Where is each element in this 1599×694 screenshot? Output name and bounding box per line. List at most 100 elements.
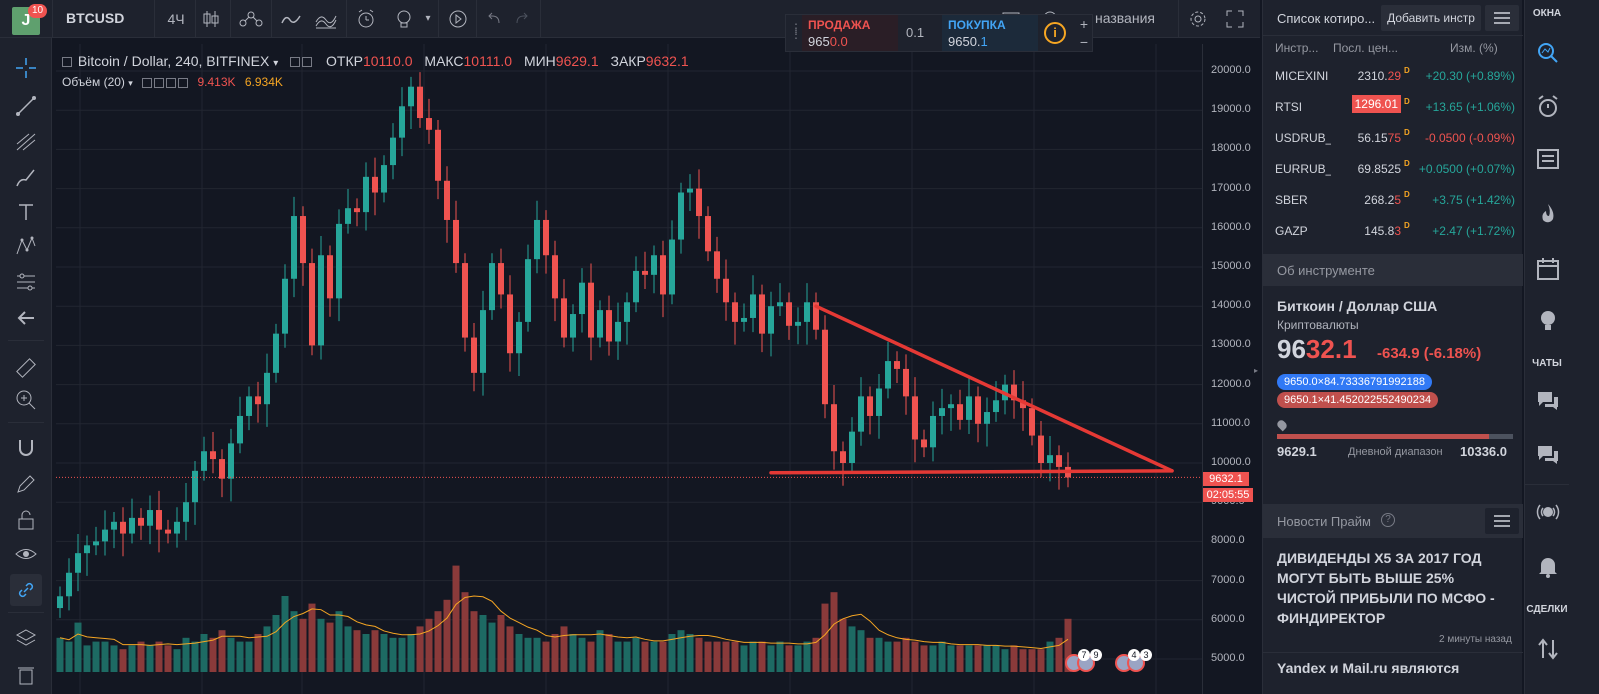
open-label: ОТКР bbox=[326, 53, 363, 69]
alert-icon[interactable] bbox=[354, 8, 378, 30]
layers-icon[interactable] bbox=[10, 622, 42, 654]
watchlist-symbol: GAZP bbox=[1275, 224, 1308, 238]
eye-icon[interactable] bbox=[142, 77, 153, 88]
private-chat-icon[interactable] bbox=[1533, 440, 1563, 470]
ideas-lightbulb-icon[interactable] bbox=[1533, 306, 1563, 336]
volume-bar bbox=[695, 637, 703, 672]
trendline-upper[interactable] bbox=[814, 304, 1174, 473]
eye-icon[interactable] bbox=[10, 538, 42, 570]
collapse-icon[interactable] bbox=[62, 57, 72, 68]
last-price-badge: 9632.1 bbox=[1203, 472, 1249, 486]
gear-icon[interactable] bbox=[1186, 8, 1210, 30]
column-last[interactable]: Посл. цен... bbox=[1333, 41, 1399, 55]
about-header[interactable]: Об инструменте bbox=[1263, 254, 1523, 286]
settings-icon[interactable] bbox=[302, 57, 313, 68]
candles-icon[interactable] bbox=[200, 8, 222, 30]
link-icon[interactable] bbox=[10, 574, 42, 606]
watchlist-icon[interactable] bbox=[1533, 38, 1563, 68]
prediction-icon[interactable] bbox=[10, 266, 42, 298]
watchlist-row[interactable]: GAZP 145.83 D +2.47 (+1.72%) bbox=[1263, 215, 1523, 246]
add-symbol-button[interactable]: Добавить инстр bbox=[1381, 5, 1481, 31]
watchlist-row[interactable]: USDRUB_ 56.1575 D -0.0500 (-0.09%) bbox=[1263, 122, 1523, 153]
fullscreen-icon[interactable] bbox=[1224, 8, 1246, 30]
interval-button[interactable]: 4Ч bbox=[167, 11, 185, 27]
trend-line-icon[interactable] bbox=[10, 90, 42, 122]
help-icon[interactable]: ? bbox=[1381, 513, 1395, 527]
drag-handle-icon[interactable]: ⋮ ⋮ bbox=[790, 21, 802, 41]
chats-label[interactable]: ЧАТЫ bbox=[1532, 358, 1562, 369]
minus-button[interactable]: − bbox=[1079, 34, 1089, 50]
column-change[interactable]: Изм. (%) bbox=[1450, 41, 1498, 55]
watchlist-title[interactable]: Список котиро... bbox=[1277, 11, 1376, 26]
templates-icon[interactable] bbox=[314, 8, 338, 30]
brush-icon[interactable] bbox=[10, 162, 42, 194]
series-title[interactable]: Bitcoin / Dollar, 240, BITFINEX bbox=[77, 53, 270, 69]
eye-icon[interactable] bbox=[290, 57, 301, 68]
indicators-icon[interactable] bbox=[280, 8, 302, 30]
candle-body bbox=[516, 321, 522, 354]
info-icon[interactable]: i bbox=[1044, 22, 1066, 44]
trash-icon[interactable] bbox=[10, 658, 42, 690]
alarm-clock-icon[interactable] bbox=[1533, 92, 1563, 122]
news-icon[interactable] bbox=[1533, 144, 1563, 174]
candle-body bbox=[993, 400, 999, 413]
watchlist-row[interactable]: RTSI 1296.01 D +13.65 (+1.06%) bbox=[1263, 91, 1523, 122]
news-headline[interactable]: ДИВИДЕНДЫ X5 ЗА 2017 ГОД МОГУТ БЫТЬ ВЫШЕ… bbox=[1277, 550, 1495, 626]
menu-icon[interactable] bbox=[1485, 5, 1519, 31]
volume-bar bbox=[884, 641, 892, 672]
crosshair-icon[interactable] bbox=[10, 52, 42, 84]
ruler-icon[interactable] bbox=[10, 352, 42, 384]
watchlist-row[interactable]: SBER 268.25 D +3.75 (+1.42%) bbox=[1263, 184, 1523, 215]
lock-icon[interactable] bbox=[10, 504, 42, 536]
chat-icon[interactable] bbox=[1533, 386, 1563, 416]
plus-button[interactable]: + bbox=[1079, 16, 1089, 32]
candle-body bbox=[273, 333, 279, 373]
windows-label[interactable]: ОКНА bbox=[1532, 8, 1562, 19]
watchlist-symbol: MICEXINI bbox=[1275, 69, 1329, 83]
volume-bar bbox=[398, 637, 406, 672]
symbol-search-button[interactable]: BTCUSD bbox=[66, 10, 125, 26]
arrow-left-icon[interactable] bbox=[10, 302, 42, 334]
calendar-icon[interactable] bbox=[1533, 254, 1563, 284]
streams-icon[interactable] bbox=[1533, 498, 1563, 528]
deals-label[interactable]: СДЕЛКИ bbox=[1526, 604, 1568, 615]
quick-search[interactable]: названия bbox=[1095, 10, 1155, 26]
price-axis[interactable]: 20000.0 19000.0 18000.0 17000.0 16000.0 15000… bbox=[1202, 44, 1260, 694]
close-icon[interactable] bbox=[166, 77, 177, 88]
idea-icon[interactable] bbox=[392, 8, 416, 30]
settings-icon[interactable] bbox=[154, 77, 165, 88]
buy-button[interactable]: ПОКУПКА 9650.1 bbox=[942, 15, 1038, 51]
watchlist-row[interactable]: MICEXINI 2310.29 D +20.30 (+0.89%) bbox=[1263, 60, 1523, 91]
stay-drawing-icon[interactable] bbox=[10, 468, 42, 500]
chevron-down-icon[interactable]: ▾ bbox=[425, 13, 431, 24]
news-headline[interactable]: Yandex и Mail.ru являются bbox=[1277, 660, 1460, 676]
column-symbol[interactable]: Инстр... bbox=[1275, 41, 1319, 55]
zoom-in-icon[interactable] bbox=[10, 384, 42, 416]
pattern-icon[interactable] bbox=[10, 230, 42, 262]
more-icon[interactable] bbox=[178, 77, 189, 88]
replay-icon[interactable] bbox=[446, 8, 470, 30]
sell-button[interactable]: ПРОДАЖА 9650.0 bbox=[802, 15, 898, 51]
news-title[interactable]: Новости Прайм bbox=[1277, 514, 1371, 529]
redo-icon[interactable] bbox=[512, 8, 532, 30]
hotlists-fire-icon[interactable] bbox=[1533, 200, 1563, 230]
menu-icon[interactable] bbox=[1485, 508, 1519, 534]
undo-icon[interactable] bbox=[484, 8, 504, 30]
text-icon[interactable] bbox=[10, 196, 42, 228]
magnet-icon[interactable] bbox=[10, 432, 42, 464]
watchlist-row[interactable]: EURRUB_ 69.8525 D +0.0500 (+0.07%) bbox=[1263, 153, 1523, 184]
volume-bar bbox=[353, 630, 361, 672]
compare-icon[interactable] bbox=[238, 8, 264, 30]
bell-icon[interactable] bbox=[1533, 552, 1563, 582]
collapse-panel-icon[interactable]: ▸ bbox=[1254, 366, 1259, 375]
trendline-lower[interactable] bbox=[769, 469, 1174, 475]
volume-title[interactable]: Объём (20) bbox=[62, 75, 125, 89]
fib-icon[interactable] bbox=[10, 126, 42, 158]
candle-body bbox=[633, 270, 639, 303]
chevron-down-icon[interactable]: ▾ bbox=[273, 58, 279, 69]
about-title: Об инструменте bbox=[1277, 263, 1375, 278]
chevron-down-icon[interactable]: ▾ bbox=[128, 78, 133, 88]
trading-arrows-icon[interactable] bbox=[1533, 634, 1563, 664]
